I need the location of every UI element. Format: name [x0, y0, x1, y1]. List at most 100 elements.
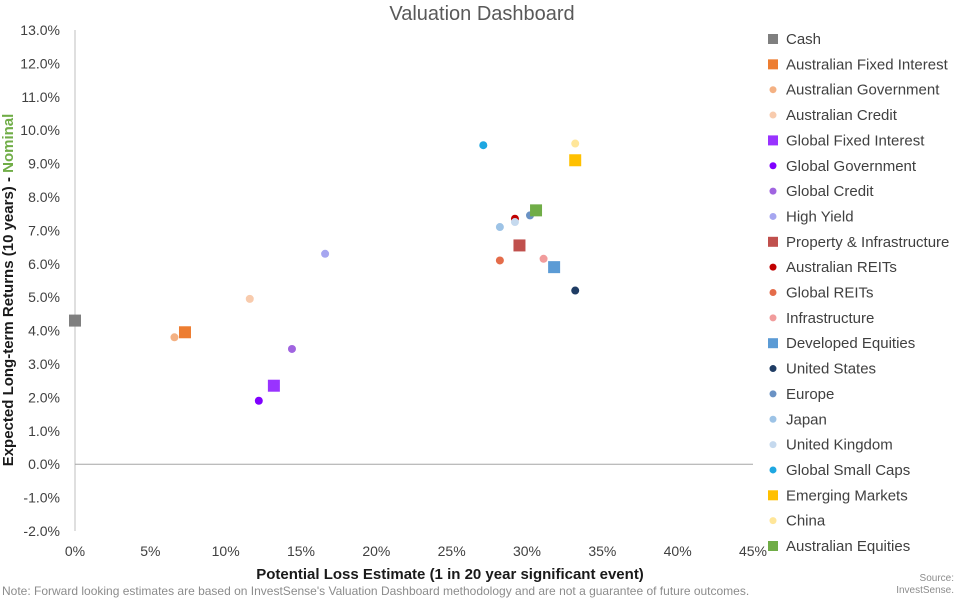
legend-label: Global Credit	[786, 183, 874, 200]
legend-item: Global Credit	[769, 183, 874, 200]
legend-label: Australian Credit	[786, 107, 898, 124]
x-tick-label: 30%	[513, 543, 541, 559]
data-points	[69, 139, 582, 405]
point-australian-government	[170, 333, 179, 342]
legend-swatch	[769, 390, 777, 398]
legend-swatch	[769, 86, 777, 94]
legend-swatch	[769, 263, 777, 271]
y-tick-label: 0.0%	[28, 456, 60, 472]
legend-swatch	[768, 338, 778, 349]
legend-label: United States	[786, 361, 876, 378]
legend-item: Global Fixed Interest	[768, 132, 925, 149]
y-tick-label: 9.0%	[28, 156, 60, 172]
legend-swatch	[768, 59, 778, 70]
point-developed-equities	[548, 261, 561, 274]
point-property-infrastructure	[513, 239, 526, 252]
point-global-reits	[495, 256, 504, 265]
y-axis-label-main: Expected Long-term Returns (10 years) -	[0, 173, 17, 466]
y-tick-label: 3.0%	[28, 356, 60, 372]
legend-label: Japan	[786, 411, 827, 428]
x-tick-label: 25%	[438, 543, 466, 559]
x-tick-label: 15%	[287, 543, 315, 559]
x-tick-label: 45%	[739, 543, 767, 559]
legend-label: Emerging Markets	[786, 487, 908, 504]
legend-item: Property & Infrastructure	[768, 234, 949, 251]
axes: -2.0% -1.0% 0.0% 1.0% 2.0% 3.0% 4.0% 5.0% 6.0% 7.…	[20, 22, 767, 559]
point-cash	[69, 314, 81, 327]
legend-label: Property & Infrastructure	[786, 234, 949, 251]
y-axis-label: Expected Long-term Returns (10 years) - …	[0, 114, 17, 467]
legend-swatch	[768, 490, 778, 501]
x-tick-label: 0%	[65, 543, 85, 559]
x-tick-label: 10%	[212, 543, 240, 559]
legend-label: Australian REITs	[786, 259, 897, 276]
legend-label: Australian Equities	[786, 538, 910, 555]
y-tick-label: 13.0%	[20, 22, 60, 38]
chart-title: Valuation Dashboard	[389, 3, 574, 25]
footnote: Note: Forward looking estimates are base…	[2, 584, 750, 598]
y-tick-label: 6.0%	[28, 256, 60, 272]
legend: Cash Australian Fixed Interest Australian …	[768, 31, 949, 555]
legend-item: Infrastructure	[769, 310, 874, 327]
legend-swatch	[769, 289, 777, 296]
point-china	[571, 139, 580, 148]
x-tick-label: 5%	[140, 543, 160, 559]
legend-label: Europe	[786, 386, 834, 403]
legend-swatch	[769, 212, 777, 220]
y-tick-label: -1.0%	[23, 490, 60, 506]
legend-label: Developed Equities	[786, 335, 915, 352]
point-infrastructure	[539, 254, 548, 263]
legend-item: Australian REITs	[769, 259, 897, 276]
y-axis-label-highlight: Nominal	[0, 114, 17, 173]
point-global-government	[254, 396, 263, 405]
source-credit: Source: InvestSense.	[896, 573, 954, 597]
legend-label: Australian Fixed Interest	[786, 56, 949, 73]
source-name: InvestSense.	[896, 585, 954, 596]
legend-swatch	[769, 415, 777, 423]
legend-swatch	[768, 135, 778, 146]
legend-item: United Kingdom	[769, 437, 893, 454]
x-tick-label: 20%	[362, 543, 390, 559]
point-united-states	[571, 286, 580, 295]
point-high-yield	[321, 249, 330, 258]
legend-label: Global Fixed Interest	[786, 132, 925, 149]
point-australian-equities	[530, 204, 543, 217]
legend-swatch	[769, 466, 777, 474]
legend-swatch	[769, 365, 777, 373]
legend-swatch	[769, 111, 777, 119]
legend-label: Infrastructure	[786, 310, 874, 327]
legend-label: Global Small Caps	[786, 462, 910, 479]
y-tick-label: 4.0%	[28, 323, 60, 339]
legend-item: Europe	[769, 386, 834, 403]
legend-item: Emerging Markets	[768, 487, 908, 504]
legend-swatch	[769, 162, 777, 170]
legend-item: Global Small Caps	[769, 462, 910, 479]
legend-item: United States	[769, 361, 876, 378]
legend-label: Australian Government	[786, 82, 940, 99]
legend-label: United Kingdom	[786, 437, 893, 454]
y-tick-label: 1.0%	[28, 423, 60, 439]
legend-item: Global REITs	[769, 285, 874, 302]
legend-label: Cash	[786, 31, 821, 48]
x-tick-label: 35%	[588, 543, 616, 559]
legend-item: High Yield	[769, 208, 854, 225]
legend-item: Australian Equities	[768, 538, 910, 555]
legend-item: Developed Equities	[768, 335, 915, 352]
y-tick-label: -2.0%	[23, 523, 60, 539]
legend-item: Global Government	[769, 158, 917, 175]
legend-item: Cash	[768, 31, 821, 48]
legend-swatch	[769, 314, 777, 322]
legend-item: China	[769, 513, 826, 530]
point-global-small-caps	[479, 141, 488, 150]
legend-swatch	[768, 34, 778, 44]
point-australian-fixed-interest	[178, 326, 191, 339]
legend-swatch	[769, 441, 777, 449]
legend-label: High Yield	[786, 208, 854, 225]
legend-swatch	[768, 541, 778, 551]
legend-label: China	[786, 513, 826, 530]
source-label: Source:	[919, 573, 954, 584]
legend-label: Global Government	[786, 158, 917, 175]
point-australian-credit	[245, 294, 254, 303]
y-tick-label: 12.0%	[20, 55, 60, 71]
